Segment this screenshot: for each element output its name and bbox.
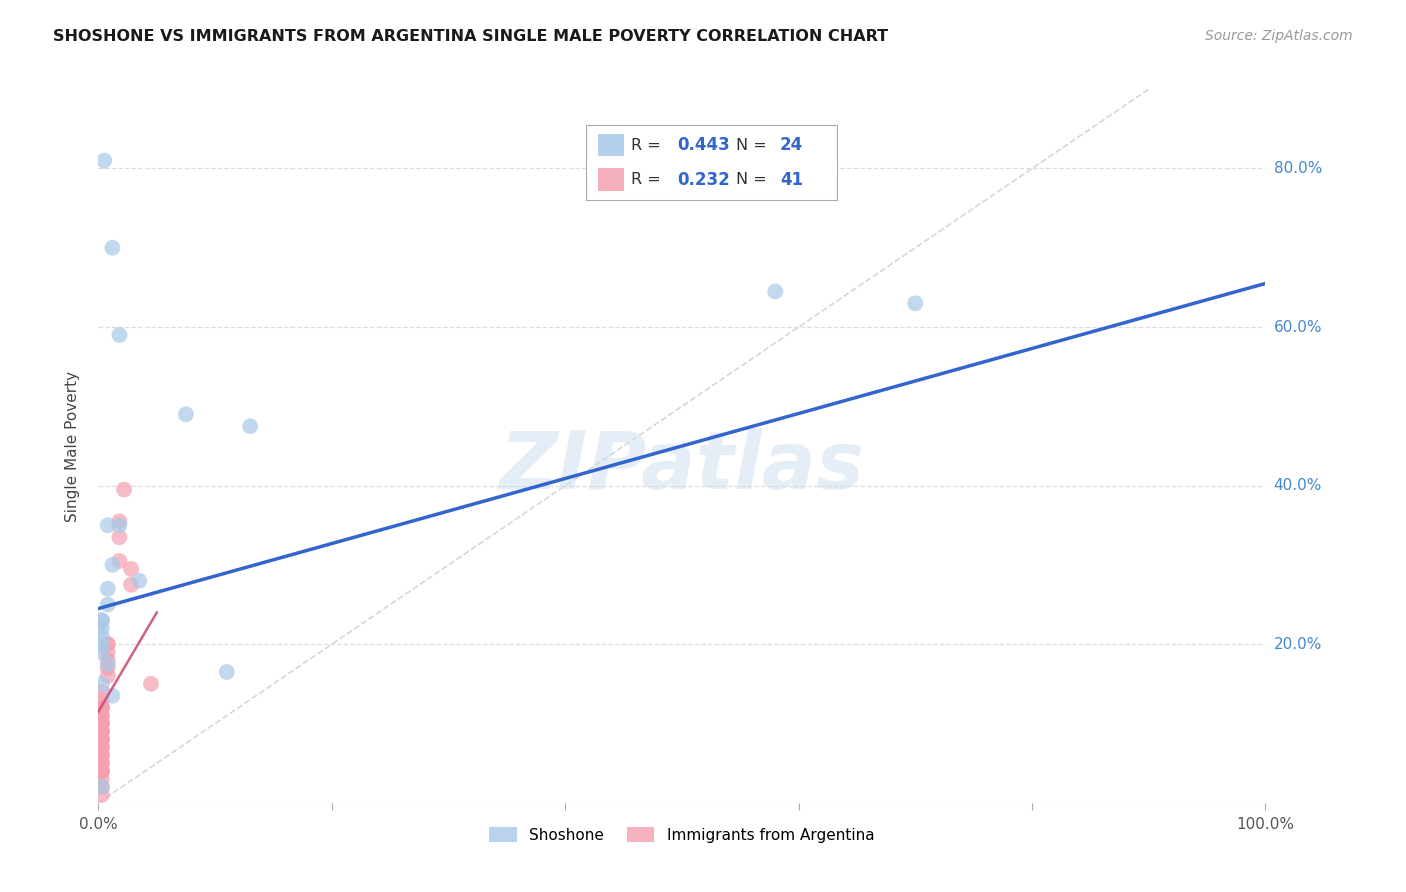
FancyBboxPatch shape bbox=[598, 134, 624, 156]
Point bbox=[93, 153, 115, 168]
Point bbox=[90, 756, 112, 771]
Point bbox=[90, 716, 112, 731]
Point bbox=[112, 483, 135, 497]
Point bbox=[90, 700, 112, 714]
Point bbox=[97, 637, 120, 651]
Point bbox=[90, 645, 112, 659]
Point bbox=[90, 677, 112, 691]
Point bbox=[108, 514, 131, 528]
Point bbox=[101, 241, 124, 255]
Point bbox=[90, 716, 112, 731]
Point bbox=[90, 716, 112, 731]
Text: 60.0%: 60.0% bbox=[1274, 319, 1322, 334]
Point bbox=[97, 582, 120, 596]
Point bbox=[90, 740, 112, 755]
Text: N =: N = bbox=[735, 137, 772, 153]
Point bbox=[90, 732, 112, 747]
Point bbox=[90, 756, 112, 771]
Text: 20.0%: 20.0% bbox=[1274, 637, 1322, 652]
Text: 24: 24 bbox=[780, 136, 803, 154]
Point bbox=[97, 657, 120, 671]
Point bbox=[90, 700, 112, 714]
Point bbox=[97, 661, 120, 675]
Point bbox=[90, 685, 112, 699]
Point bbox=[90, 780, 112, 794]
Point bbox=[90, 614, 112, 628]
Text: 40.0%: 40.0% bbox=[1274, 478, 1322, 493]
Point bbox=[239, 419, 262, 434]
Point bbox=[101, 689, 124, 703]
FancyBboxPatch shape bbox=[598, 168, 624, 191]
Point bbox=[90, 780, 112, 794]
Point bbox=[97, 669, 120, 683]
Point bbox=[90, 724, 112, 739]
Point bbox=[97, 637, 120, 651]
Point bbox=[90, 692, 112, 706]
Point bbox=[90, 621, 112, 635]
Legend: Shoshone, Immigrants from Argentina: Shoshone, Immigrants from Argentina bbox=[484, 821, 880, 848]
Point bbox=[97, 653, 120, 667]
Point bbox=[120, 562, 142, 576]
Text: ZIPatlas: ZIPatlas bbox=[499, 428, 865, 507]
Text: Source: ZipAtlas.com: Source: ZipAtlas.com bbox=[1205, 29, 1353, 43]
Point bbox=[90, 764, 112, 778]
Point bbox=[90, 708, 112, 723]
Point bbox=[128, 574, 150, 588]
Text: R =: R = bbox=[630, 137, 665, 153]
Point bbox=[97, 598, 120, 612]
Point bbox=[90, 724, 112, 739]
Point bbox=[90, 629, 112, 643]
Text: R =: R = bbox=[630, 172, 665, 187]
Point bbox=[108, 328, 131, 343]
Y-axis label: Single Male Poverty: Single Male Poverty bbox=[65, 370, 80, 522]
Text: 80.0%: 80.0% bbox=[1274, 161, 1322, 176]
FancyBboxPatch shape bbox=[586, 125, 837, 200]
Point bbox=[97, 645, 120, 659]
Point bbox=[90, 724, 112, 739]
Text: 0.232: 0.232 bbox=[678, 170, 730, 188]
Text: SHOSHONE VS IMMIGRANTS FROM ARGENTINA SINGLE MALE POVERTY CORRELATION CHART: SHOSHONE VS IMMIGRANTS FROM ARGENTINA SI… bbox=[53, 29, 889, 44]
Point bbox=[90, 764, 112, 778]
Point bbox=[108, 530, 131, 544]
Point bbox=[90, 764, 112, 778]
Point bbox=[90, 740, 112, 755]
Point bbox=[904, 296, 927, 310]
Point bbox=[90, 772, 112, 786]
Point bbox=[108, 554, 131, 568]
Text: 0.443: 0.443 bbox=[678, 136, 730, 154]
Point bbox=[139, 677, 162, 691]
Point bbox=[90, 708, 112, 723]
Point bbox=[120, 578, 142, 592]
Point bbox=[90, 788, 112, 802]
Text: 41: 41 bbox=[780, 170, 803, 188]
Point bbox=[90, 614, 112, 628]
Point bbox=[90, 732, 112, 747]
Point bbox=[763, 285, 786, 299]
Point bbox=[108, 518, 131, 533]
Point bbox=[90, 748, 112, 763]
Point bbox=[215, 665, 238, 679]
Point bbox=[97, 518, 120, 533]
Point bbox=[174, 407, 197, 421]
Text: N =: N = bbox=[735, 172, 772, 187]
Point bbox=[90, 732, 112, 747]
Point bbox=[101, 558, 124, 572]
Point bbox=[90, 637, 112, 651]
Point bbox=[90, 748, 112, 763]
Point bbox=[90, 700, 112, 714]
